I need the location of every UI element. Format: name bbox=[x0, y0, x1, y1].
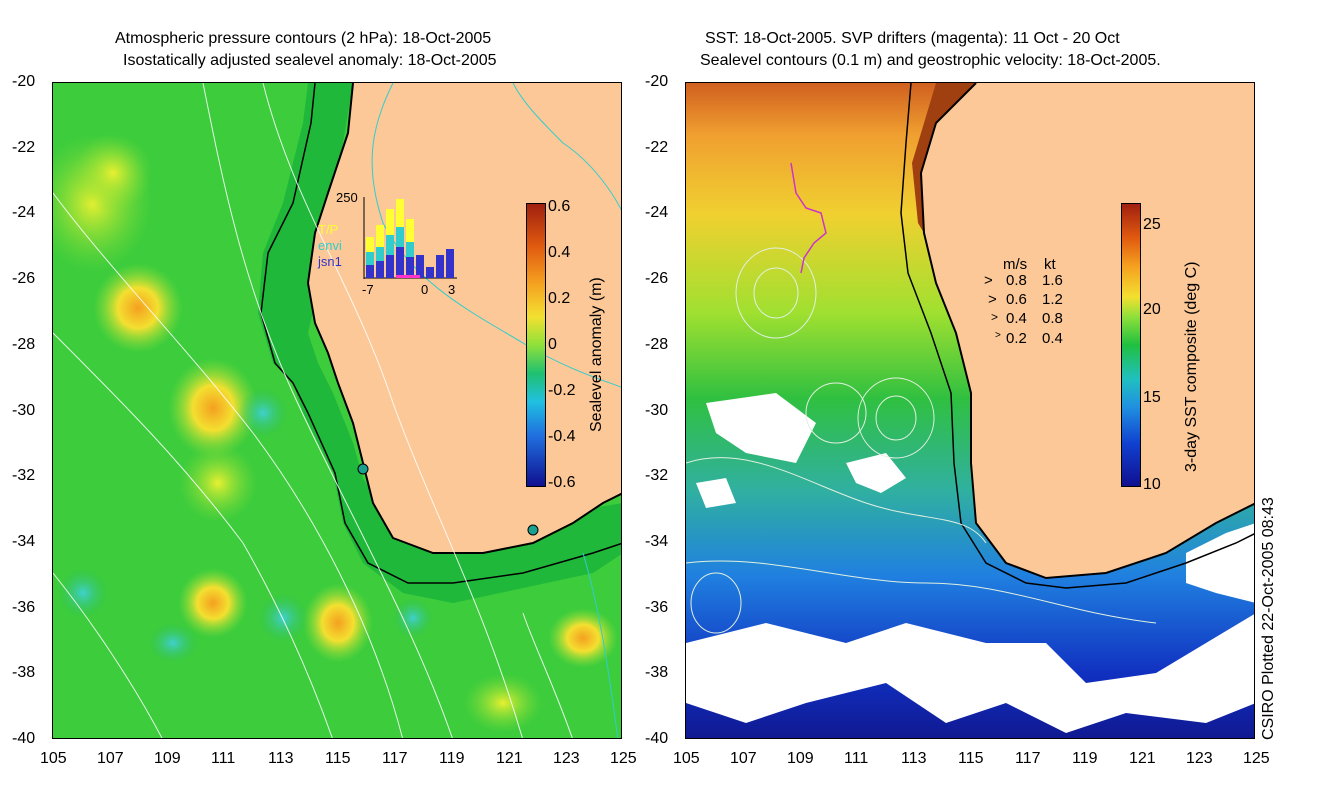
left-cb-tick-0: 0.6 bbox=[548, 198, 571, 215]
left-colorbar-label: Sealevel anomaly (m) bbox=[588, 277, 605, 432]
right-x-tick-0: 105 bbox=[673, 750, 700, 767]
speed-kt-2: 1.2 bbox=[1042, 291, 1063, 308]
speed-arrow-icon-4: > bbox=[995, 330, 1001, 341]
right-y-tick-1: -22 bbox=[645, 138, 669, 156]
sst-map bbox=[686, 83, 1254, 738]
left-x-tick-5: 115 bbox=[325, 750, 351, 767]
speed-ms-1: 0.8 bbox=[1006, 272, 1027, 289]
right-y-tick-8: -36 bbox=[645, 598, 669, 616]
left-y-tick-3: -26 bbox=[12, 270, 36, 288]
left-x-tick-2: 109 bbox=[154, 750, 181, 767]
histogram-xlabel-right: 3 bbox=[448, 282, 456, 297]
speed-kt-3: 0.8 bbox=[1042, 310, 1063, 327]
left-cb-tick-4: -0.2 bbox=[548, 382, 576, 399]
credit-label: CSIRO Plotted 22-Oct-2005 08:43 bbox=[1260, 497, 1277, 740]
left-cb-tick-6: -0.6 bbox=[548, 474, 576, 491]
left-title-line2: Isostatically adjusted sealevel anomaly:… bbox=[123, 52, 497, 69]
left-y-tick-10: -40 bbox=[12, 730, 36, 747]
histogram-ymax: 250 bbox=[336, 190, 358, 205]
right-x-tick-5: 115 bbox=[958, 750, 984, 767]
left-x-tick-7: 119 bbox=[439, 750, 465, 767]
speed-arrow-icon-2: > bbox=[988, 291, 997, 308]
right-title-line1: SST: 18-Oct-2005. SVP drifters (magenta)… bbox=[705, 30, 1120, 47]
left-y-tick-4: -28 bbox=[12, 335, 36, 353]
speed-legend-header-kt: kt bbox=[1044, 256, 1056, 273]
left-x-tick-1: 107 bbox=[97, 750, 124, 767]
right-y-tick-7: -34 bbox=[645, 532, 669, 550]
left-x-tick-8: 121 bbox=[496, 750, 523, 767]
right-y-tick-3: -26 bbox=[645, 270, 669, 288]
speed-ms-3: 0.4 bbox=[1006, 310, 1027, 327]
left-cb-tick-1: 0.4 bbox=[548, 244, 571, 261]
right-y-tick-6: -32 bbox=[645, 467, 669, 485]
right-x-tick-10: 125 bbox=[1243, 750, 1270, 767]
right-cb-tick-0: 25 bbox=[1143, 216, 1161, 233]
right-x-tick-1: 107 bbox=[730, 750, 757, 767]
left-x-tick-0: 105 bbox=[40, 750, 67, 767]
left-cb-tick-2: 0.2 bbox=[548, 290, 571, 307]
left-y-tick-6: -32 bbox=[12, 467, 36, 485]
right-x-tick-3: 111 bbox=[844, 750, 869, 767]
right-y-tick-0: -20 bbox=[645, 73, 669, 90]
right-x-tick-7: 119 bbox=[1072, 750, 1098, 767]
left-x-tick-3: 111 bbox=[211, 750, 236, 767]
speed-ms-2: 0.6 bbox=[1006, 291, 1027, 308]
histogram-legend-tp: T/P bbox=[318, 222, 339, 237]
histogram-legend-jsn1: jsn1 bbox=[318, 254, 342, 269]
right-x-tick-2: 109 bbox=[787, 750, 814, 767]
right-x-tick-4: 113 bbox=[901, 750, 927, 767]
histogram-svg bbox=[363, 197, 457, 279]
right-cb-tick-3: 10 bbox=[1143, 476, 1161, 493]
left-title-line1: Atmospheric pressure contours (2 hPa): 1… bbox=[115, 30, 492, 47]
right-cb-tick-1: 20 bbox=[1143, 301, 1161, 318]
speed-ms-4: 0.2 bbox=[1006, 330, 1027, 347]
speed-kt-1: 1.6 bbox=[1042, 272, 1063, 289]
right-x-tick-6: 117 bbox=[1015, 750, 1041, 767]
right-x-tick-9: 123 bbox=[1186, 750, 1213, 767]
histogram-xlabel-mid: 0 bbox=[421, 282, 429, 297]
histogram-legend-envi: envi bbox=[318, 238, 342, 253]
left-y-tick-9: -38 bbox=[12, 664, 36, 682]
speed-arrow-icon-1: > bbox=[984, 272, 993, 289]
right-y-tick-5: -30 bbox=[645, 401, 669, 419]
left-x-tick-10: 125 bbox=[610, 750, 637, 767]
right-y-tick-4: -28 bbox=[645, 335, 669, 353]
right-y-tick-2: -24 bbox=[645, 204, 669, 222]
right-map bbox=[685, 82, 1255, 739]
left-y-tick-8: -36 bbox=[12, 598, 36, 616]
left-y-tick-2: -24 bbox=[12, 204, 36, 222]
sst-colorbar bbox=[1121, 203, 1141, 487]
sealevel-anomaly-map bbox=[53, 83, 621, 738]
left-x-tick-6: 117 bbox=[382, 750, 408, 767]
altimeter-histogram bbox=[362, 197, 457, 279]
left-x-tick-9: 123 bbox=[553, 750, 580, 767]
left-y-tick-0: -20 bbox=[12, 73, 36, 90]
left-x-tick-4: 113 bbox=[268, 750, 294, 767]
right-y-tick-10: -40 bbox=[645, 730, 669, 747]
left-cb-tick-5: -0.4 bbox=[548, 428, 576, 445]
speed-arrow-icon-3: > bbox=[991, 310, 999, 324]
left-y-tick-1: -22 bbox=[12, 138, 36, 156]
left-y-tick-7: -34 bbox=[12, 532, 36, 550]
speed-legend-header-ms: m/s bbox=[1003, 256, 1028, 273]
left-cb-tick-3: 0 bbox=[548, 336, 557, 353]
right-y-tick-9: -38 bbox=[645, 664, 669, 682]
left-y-tick-5: -30 bbox=[12, 401, 36, 419]
sealevel-colorbar bbox=[526, 203, 546, 487]
right-colorbar-label: 3-day SST composite (deg C) bbox=[1183, 261, 1200, 472]
histogram-xlabel-left: -7 bbox=[362, 282, 374, 297]
left-map bbox=[52, 82, 622, 739]
right-x-tick-8: 121 bbox=[1129, 750, 1156, 767]
right-title-line2: Sealevel contours (0.1 m) and geostrophi… bbox=[700, 52, 1161, 69]
speed-kt-4: 0.4 bbox=[1042, 330, 1063, 347]
right-cb-tick-2: 15 bbox=[1143, 389, 1161, 406]
